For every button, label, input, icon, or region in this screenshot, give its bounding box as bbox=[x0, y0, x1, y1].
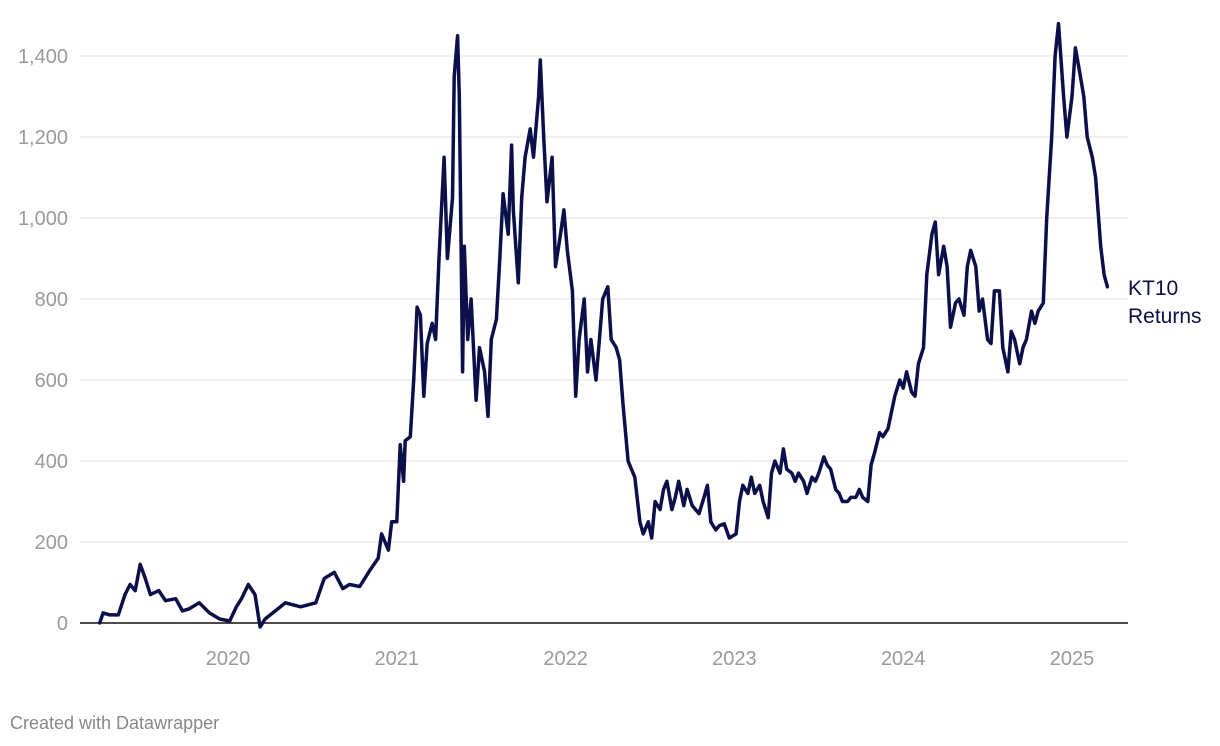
series-label-line-2: Returns bbox=[1128, 305, 1202, 328]
x-tick-label: 2021 bbox=[375, 648, 420, 670]
y-tick-label: 1,000 bbox=[18, 208, 68, 230]
y-axis-ticks: 0 200 400 600 800 1,000 1,200 1,400 bbox=[18, 46, 68, 635]
y-tick-label: 0 bbox=[57, 613, 68, 635]
footer-credit: Created with Datawrapper bbox=[10, 713, 219, 733]
x-tick-label: 2023 bbox=[712, 648, 757, 670]
y-tick-label: 600 bbox=[35, 370, 68, 392]
x-tick-label: 2022 bbox=[543, 648, 588, 670]
y-tick-label: 400 bbox=[35, 451, 68, 473]
y-tick-label: 1,400 bbox=[18, 46, 68, 68]
x-axis-ticks: 2020 2021 2022 2023 2024 2025 bbox=[206, 648, 1095, 670]
series-group bbox=[97, 21, 1110, 629]
x-tick-label: 2024 bbox=[881, 648, 926, 670]
y-tick-label: 1,200 bbox=[18, 127, 68, 149]
series-line-kt10-returns bbox=[97, 21, 1110, 629]
x-tick-label: 2025 bbox=[1050, 648, 1095, 670]
x-tick-label: 2020 bbox=[206, 648, 251, 670]
gridlines bbox=[80, 55, 1128, 543]
series-label-line-1: KT10 bbox=[1128, 277, 1178, 300]
y-tick-label: 200 bbox=[35, 532, 68, 554]
y-tick-label: 800 bbox=[35, 289, 68, 311]
